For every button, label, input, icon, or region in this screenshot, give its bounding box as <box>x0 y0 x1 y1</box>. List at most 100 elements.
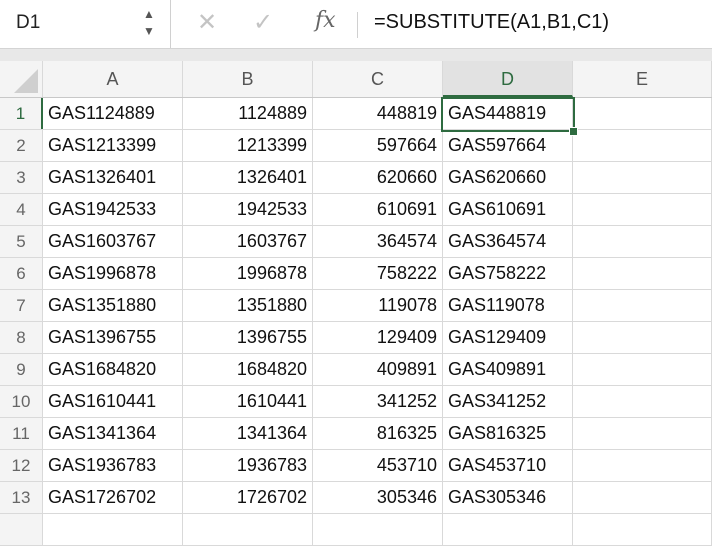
row-header[interactable]: 9 <box>0 354 43 385</box>
column-header-b[interactable]: B <box>183 61 313 97</box>
table-row: 8 GAS1396755 1396755 129409 GAS129409 <box>0 322 712 354</box>
empty-cell[interactable] <box>43 514 183 545</box>
cell-b[interactable]: 1351880 <box>183 290 313 321</box>
cell-a[interactable]: GAS1326401 <box>43 162 183 193</box>
row-header[interactable]: 10 <box>0 386 43 417</box>
cell-b[interactable]: 1726702 <box>183 482 313 513</box>
empty-cell[interactable] <box>443 514 573 545</box>
cell-b[interactable]: 1396755 <box>183 322 313 353</box>
cell-a[interactable]: GAS1396755 <box>43 322 183 353</box>
cell-d[interactable]: GAS448819 <box>443 98 573 129</box>
cell-e[interactable] <box>573 130 712 161</box>
cell-e[interactable] <box>573 98 712 129</box>
formula-input[interactable]: =SUBSTITUTE(A1,B1,C1) <box>374 11 610 33</box>
cell-e[interactable] <box>573 354 712 385</box>
row-header[interactable]: 4 <box>0 194 43 225</box>
cell-a[interactable]: GAS1996878 <box>43 258 183 289</box>
row-header[interactable]: 8 <box>0 322 43 353</box>
column-header-a[interactable]: A <box>43 61 183 97</box>
cell-c[interactable]: 305346 <box>313 482 443 513</box>
row-header[interactable]: 2 <box>0 130 43 161</box>
cell-c[interactable]: 758222 <box>313 258 443 289</box>
cell-b[interactable]: 1684820 <box>183 354 313 385</box>
cell-d[interactable]: GAS816325 <box>443 418 573 449</box>
cell-d[interactable]: GAS620660 <box>443 162 573 193</box>
cell-e[interactable] <box>573 290 712 321</box>
cell-c[interactable]: 597664 <box>313 130 443 161</box>
fill-handle[interactable] <box>569 127 578 136</box>
cell-e[interactable] <box>573 162 712 193</box>
cell-b[interactable]: 1326401 <box>183 162 313 193</box>
cell-e[interactable] <box>573 322 712 353</box>
cell-a[interactable]: GAS1936783 <box>43 450 183 481</box>
cell-a[interactable]: GAS1213399 <box>43 130 183 161</box>
chevron-down-icon[interactable]: ▼ <box>143 24 155 38</box>
cell-a[interactable]: GAS1603767 <box>43 226 183 257</box>
cell-b[interactable]: 1996878 <box>183 258 313 289</box>
cell-c[interactable]: 610691 <box>313 194 443 225</box>
row-header[interactable]: 13 <box>0 482 43 513</box>
cell-b[interactable]: 1942533 <box>183 194 313 225</box>
cell-b[interactable]: 1936783 <box>183 450 313 481</box>
row-header[interactable]: 12 <box>0 450 43 481</box>
name-box-stepper[interactable]: ▲ ▼ <box>143 6 155 40</box>
cell-a[interactable]: GAS1341364 <box>43 418 183 449</box>
cell-c[interactable]: 129409 <box>313 322 443 353</box>
cancel-x-icon[interactable]: ✕ <box>197 9 218 36</box>
cell-d[interactable]: GAS597664 <box>443 130 573 161</box>
cell-c[interactable]: 448819 <box>313 98 443 129</box>
cell-d[interactable]: GAS364574 <box>443 226 573 257</box>
column-header-d[interactable]: D <box>443 61 573 97</box>
cell-d[interactable]: GAS610691 <box>443 194 573 225</box>
cell-d[interactable]: GAS758222 <box>443 258 573 289</box>
select-all-button[interactable] <box>0 61 43 97</box>
cell-c[interactable]: 620660 <box>313 162 443 193</box>
chevron-up-icon[interactable]: ▲ <box>143 7 155 21</box>
cell-c[interactable]: 119078 <box>313 290 443 321</box>
cell-b[interactable]: 1124889 <box>183 98 313 129</box>
cell-c[interactable]: 364574 <box>313 226 443 257</box>
column-header-e[interactable]: E <box>573 61 712 97</box>
cell-d[interactable]: GAS305346 <box>443 482 573 513</box>
cell-e[interactable] <box>573 226 712 257</box>
cell-c[interactable]: 816325 <box>313 418 443 449</box>
cell-a[interactable]: GAS1124889 <box>43 98 183 129</box>
cell-e[interactable] <box>573 194 712 225</box>
cell-b[interactable]: 1213399 <box>183 130 313 161</box>
cell-a[interactable]: GAS1351880 <box>43 290 183 321</box>
cell-a[interactable]: GAS1726702 <box>43 482 183 513</box>
cell-d[interactable]: GAS453710 <box>443 450 573 481</box>
column-header-c[interactable]: C <box>313 61 443 97</box>
insert-function-icon[interactable]: fx <box>315 8 336 33</box>
cell-b[interactable]: 1341364 <box>183 418 313 449</box>
confirm-check-icon[interactable]: ✓ <box>253 9 274 36</box>
row-header[interactable]: 11 <box>0 418 43 449</box>
row-header[interactable]: 5 <box>0 226 43 257</box>
name-box[interactable]: D1 <box>16 12 41 33</box>
cell-d[interactable]: GAS341252 <box>443 386 573 417</box>
cell-d[interactable]: GAS119078 <box>443 290 573 321</box>
cell-e[interactable] <box>573 258 712 289</box>
empty-cell[interactable] <box>573 514 712 545</box>
cell-c[interactable]: 453710 <box>313 450 443 481</box>
cell-b[interactable]: 1603767 <box>183 226 313 257</box>
cell-e[interactable] <box>573 482 712 513</box>
row-header[interactable]: 1 <box>0 98 43 129</box>
empty-cell[interactable] <box>313 514 443 545</box>
cell-a[interactable]: GAS1684820 <box>43 354 183 385</box>
row-header[interactable]: 6 <box>0 258 43 289</box>
cell-d[interactable]: GAS129409 <box>443 322 573 353</box>
cell-c[interactable]: 341252 <box>313 386 443 417</box>
empty-cell[interactable] <box>0 514 43 545</box>
cell-e[interactable] <box>573 386 712 417</box>
cell-e[interactable] <box>573 418 712 449</box>
cell-b[interactable]: 1610441 <box>183 386 313 417</box>
row-header[interactable]: 7 <box>0 290 43 321</box>
row-header[interactable]: 3 <box>0 162 43 193</box>
cell-c[interactable]: 409891 <box>313 354 443 385</box>
cell-e[interactable] <box>573 450 712 481</box>
empty-cell[interactable] <box>183 514 313 545</box>
cell-a[interactable]: GAS1610441 <box>43 386 183 417</box>
cell-a[interactable]: GAS1942533 <box>43 194 183 225</box>
cell-d[interactable]: GAS409891 <box>443 354 573 385</box>
